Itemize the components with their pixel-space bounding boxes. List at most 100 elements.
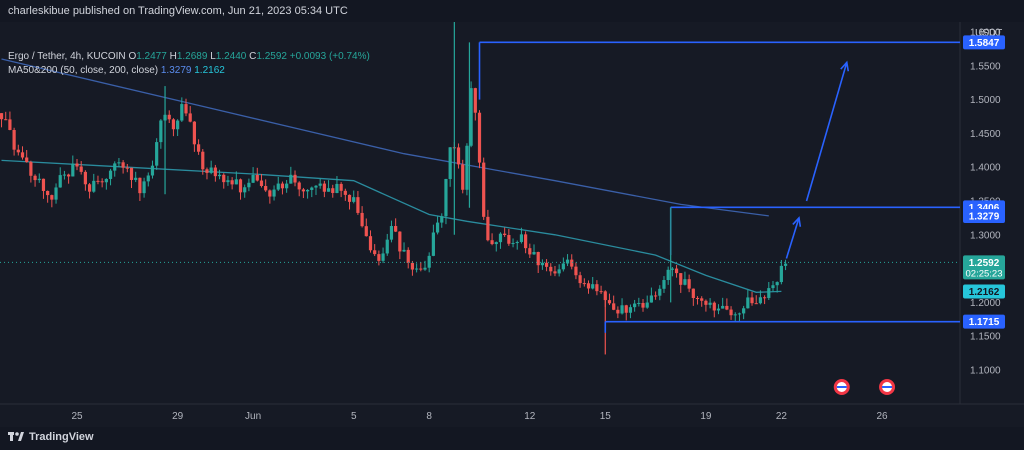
candle-body[interactable] — [624, 305, 628, 313]
candle-body[interactable] — [217, 174, 222, 177]
candle-body[interactable] — [666, 269, 670, 281]
candle-body[interactable] — [767, 288, 771, 298]
candle-body[interactable] — [381, 253, 385, 261]
candle-body[interactable] — [196, 144, 201, 152]
candle-body[interactable] — [595, 284, 599, 292]
candle-body[interactable] — [524, 234, 528, 249]
candle-body[interactable] — [8, 119, 12, 130]
candle-body[interactable] — [230, 180, 234, 185]
candle-body[interactable] — [670, 268, 674, 270]
candle-body[interactable] — [461, 164, 465, 190]
candle-body[interactable] — [721, 305, 725, 309]
candle-body[interactable] — [272, 189, 276, 197]
candle-body[interactable] — [104, 178, 108, 183]
candle-body[interactable] — [25, 157, 29, 163]
candle-body[interactable] — [565, 259, 570, 264]
candle-body[interactable] — [310, 187, 314, 190]
candle-body[interactable] — [637, 302, 641, 304]
candle-body[interactable] — [259, 180, 264, 186]
candle-body[interactable] — [465, 145, 469, 190]
candle-body[interactable] — [264, 185, 268, 191]
candle-body[interactable] — [683, 279, 687, 285]
candle-body[interactable] — [180, 104, 184, 121]
candle-body[interactable] — [607, 300, 612, 304]
candle-body[interactable] — [247, 182, 251, 188]
candle-body[interactable] — [662, 280, 666, 289]
candle-body[interactable] — [708, 302, 712, 305]
candle-body[interactable] — [448, 147, 452, 180]
candle-body[interactable] — [389, 226, 394, 240]
candle-body[interactable] — [16, 149, 20, 153]
candle-body[interactable] — [503, 233, 507, 236]
last-price-tag[interactable] — [963, 255, 1005, 280]
candle-body[interactable] — [779, 265, 783, 283]
candle-body[interactable] — [775, 282, 779, 286]
candle-body[interactable] — [410, 262, 415, 270]
candle-body[interactable] — [96, 180, 100, 182]
ma50-price-tag[interactable] — [963, 284, 1005, 299]
candle-body[interactable] — [394, 226, 398, 232]
candle-body[interactable] — [368, 236, 373, 251]
candle-body[interactable] — [33, 175, 37, 181]
candle-body[interactable] — [280, 183, 285, 189]
candle-body[interactable] — [117, 162, 121, 164]
candle-body[interactable] — [20, 152, 25, 158]
candle-body[interactable] — [0, 113, 4, 120]
candle-body[interactable] — [155, 142, 159, 166]
candle-body[interactable] — [268, 190, 272, 197]
candle-body[interactable] — [519, 234, 524, 242]
candle-body[interactable] — [758, 297, 763, 304]
candle-body[interactable] — [473, 88, 477, 113]
candle-body[interactable] — [599, 291, 603, 293]
candle-body[interactable] — [352, 197, 356, 202]
candle-body[interactable] — [750, 297, 754, 304]
candle-body[interactable] — [431, 232, 435, 256]
candle-body[interactable] — [586, 283, 591, 289]
candle-body[interactable] — [67, 174, 71, 177]
candle-body[interactable] — [658, 288, 662, 296]
candle-body[interactable] — [37, 178, 41, 181]
candle-body[interactable] — [729, 309, 733, 316]
candle-body[interactable] — [435, 222, 440, 233]
candle-body[interactable] — [201, 151, 205, 170]
candle-body[interactable] — [704, 300, 708, 305]
candle-body[interactable] — [612, 303, 616, 310]
candle-body[interactable] — [477, 112, 482, 163]
candle-body[interactable] — [46, 190, 50, 196]
candle-body[interactable] — [498, 233, 503, 243]
candle-body[interactable] — [507, 235, 511, 244]
candle-body[interactable] — [322, 183, 326, 192]
candle-body[interactable] — [297, 182, 301, 190]
candle-body[interactable] — [532, 252, 536, 255]
candle-body[interactable] — [142, 181, 146, 194]
candle-body[interactable] — [574, 266, 578, 276]
candle-body[interactable] — [561, 263, 565, 270]
candle-body[interactable] — [783, 263, 788, 266]
candle-body[interactable] — [398, 231, 402, 252]
candle-body[interactable] — [754, 303, 758, 305]
candle-body[interactable] — [406, 249, 410, 263]
candle-body[interactable] — [490, 240, 494, 245]
candle-body[interactable] — [29, 162, 33, 176]
candle-body[interactable] — [360, 212, 364, 227]
candle-body[interactable] — [251, 174, 255, 183]
candle-body[interactable] — [289, 174, 293, 184]
candle-body[interactable] — [419, 268, 423, 270]
candle-body[interactable] — [318, 183, 322, 186]
candle-body[interactable] — [373, 250, 377, 255]
candle-body[interactable] — [79, 166, 83, 172]
candle-body[interactable] — [440, 216, 444, 223]
candle-body[interactable] — [213, 167, 217, 177]
candle-body[interactable] — [285, 183, 289, 189]
candle-body[interactable] — [674, 268, 679, 274]
candle-body[interactable] — [557, 269, 561, 274]
candle-body[interactable] — [377, 254, 381, 261]
candle-body[interactable] — [167, 114, 171, 120]
candle-body[interactable] — [603, 291, 607, 301]
candle-body[interactable] — [125, 167, 129, 169]
candle-body[interactable] — [41, 178, 46, 191]
candle-body[interactable] — [582, 283, 586, 285]
candle-body[interactable] — [687, 279, 691, 289]
candle-body[interactable] — [620, 305, 624, 314]
candle-body[interactable] — [113, 163, 117, 171]
